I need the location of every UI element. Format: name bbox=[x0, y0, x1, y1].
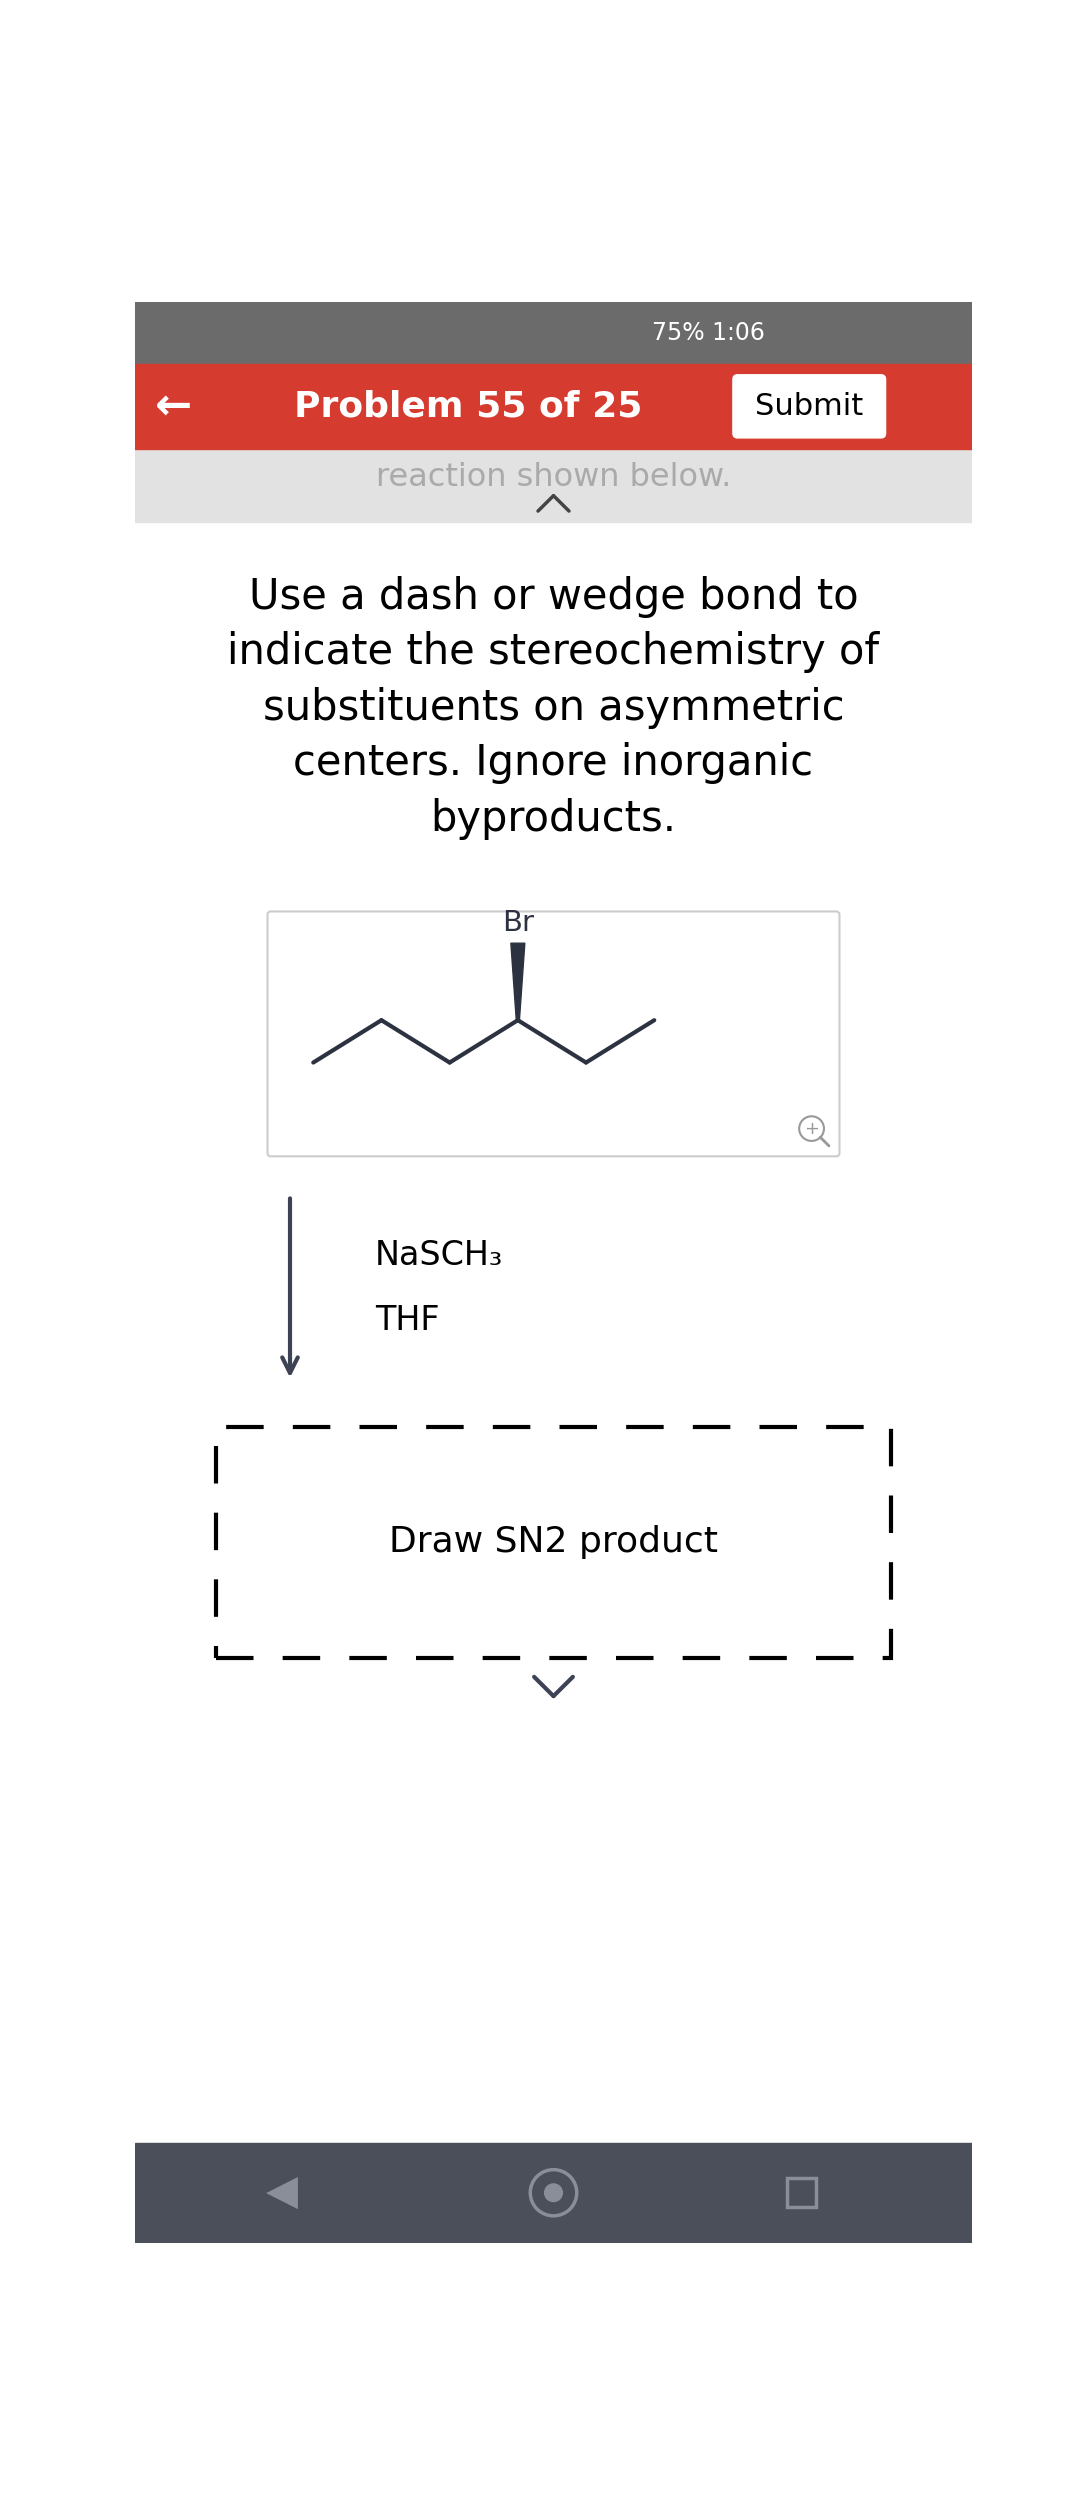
Text: substituents on asymmetric: substituents on asymmetric bbox=[262, 685, 845, 728]
Text: NaSCH₃: NaSCH₃ bbox=[375, 1240, 503, 1273]
Bar bbox=[135, 302, 972, 363]
Text: ◀: ◀ bbox=[267, 2172, 298, 2213]
Text: Draw SN2 product: Draw SN2 product bbox=[389, 1525, 718, 1560]
Bar bbox=[786, 2177, 816, 2208]
FancyBboxPatch shape bbox=[733, 375, 886, 438]
Text: Problem 55 of 25: Problem 55 of 25 bbox=[294, 391, 643, 423]
Circle shape bbox=[799, 1116, 824, 1142]
Text: byproducts.: byproducts. bbox=[431, 796, 676, 839]
Bar bbox=[216, 1426, 891, 1658]
Text: Br: Br bbox=[502, 910, 534, 937]
Polygon shape bbox=[511, 942, 525, 1021]
Bar bbox=[135, 2142, 972, 2243]
Text: reaction shown below.: reaction shown below. bbox=[376, 464, 731, 494]
Text: centers. Ignore inorganic: centers. Ignore inorganic bbox=[294, 741, 813, 784]
Text: ←: ← bbox=[156, 386, 192, 428]
Text: indicate the stereochemistry of: indicate the stereochemistry of bbox=[228, 630, 879, 673]
Circle shape bbox=[530, 2170, 577, 2215]
Bar bbox=[135, 449, 972, 522]
Text: THF: THF bbox=[375, 1303, 440, 1336]
FancyBboxPatch shape bbox=[268, 912, 839, 1157]
Text: +: + bbox=[805, 1119, 819, 1137]
Text: Submit: Submit bbox=[755, 391, 863, 421]
Bar bbox=[135, 363, 972, 449]
Text: 75% 1:06: 75% 1:06 bbox=[652, 320, 765, 345]
Text: Use a dash or wedge bond to: Use a dash or wedge bond to bbox=[248, 575, 859, 617]
Circle shape bbox=[545, 2185, 562, 2202]
